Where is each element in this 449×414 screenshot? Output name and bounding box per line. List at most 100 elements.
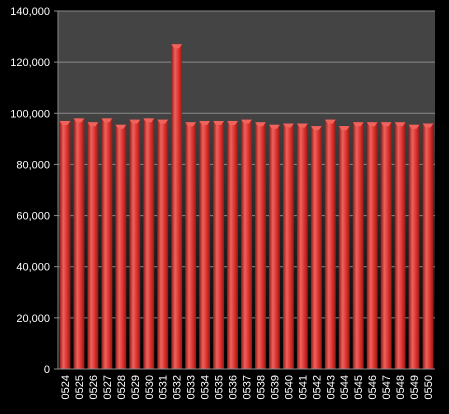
bar-0530 bbox=[143, 118, 155, 370]
bar-0532 bbox=[171, 44, 183, 369]
bar-cap bbox=[310, 126, 322, 131]
bar-cap bbox=[143, 118, 155, 123]
x-tick-label: 0527 bbox=[102, 375, 114, 399]
bar-cap bbox=[352, 122, 364, 127]
bar-body bbox=[352, 122, 364, 369]
bar-body bbox=[143, 118, 155, 370]
x-tick-label: 0538 bbox=[255, 375, 267, 399]
bar-body bbox=[157, 119, 169, 369]
bar-body bbox=[338, 126, 350, 369]
bar-body bbox=[73, 118, 85, 370]
bar-cap bbox=[73, 118, 85, 123]
bar-0527 bbox=[101, 118, 113, 370]
bar-body bbox=[241, 119, 252, 369]
bar-body bbox=[255, 122, 266, 369]
bar-0535 bbox=[213, 120, 225, 369]
bar-body bbox=[199, 120, 211, 369]
bar-cap bbox=[296, 123, 308, 128]
x-tick-label: 0549 bbox=[409, 375, 421, 399]
bar-0525 bbox=[73, 118, 85, 370]
x-tick-label: 0540 bbox=[283, 375, 295, 399]
x-tick-label: 0537 bbox=[242, 375, 254, 399]
x-tick-label: 0534 bbox=[200, 375, 212, 399]
x-tick-label: 0539 bbox=[269, 375, 281, 399]
bar-body bbox=[282, 123, 294, 369]
bar-0531 bbox=[157, 119, 169, 369]
y-axis-tick-labels: 0 20,000 40,000 60,000 80,000 100,000 120,000 1… bbox=[10, 6, 50, 376]
bar-body bbox=[101, 118, 113, 370]
bar-0546 bbox=[366, 122, 378, 369]
x-tick-label: 0528 bbox=[116, 375, 128, 399]
bar-0534 bbox=[199, 120, 211, 369]
x-tick-label: 0531 bbox=[158, 375, 170, 399]
bar-cap bbox=[255, 122, 266, 127]
bar-0533 bbox=[185, 122, 197, 369]
bar-cap bbox=[408, 124, 420, 129]
x-tick-label: 0524 bbox=[60, 375, 72, 399]
bar-body bbox=[408, 124, 420, 370]
x-axis-tick-labels: 0524 0525 0526 0527 0528 0529 0530 0531 0532 0533… bbox=[60, 375, 435, 399]
x-tick-label: 0542 bbox=[311, 375, 323, 399]
bar-cap bbox=[380, 122, 392, 127]
bar-body bbox=[129, 119, 141, 369]
bar-0524 bbox=[59, 120, 71, 369]
bar-cap bbox=[394, 122, 406, 127]
bar-0528 bbox=[115, 124, 127, 370]
x-tick-label: 0529 bbox=[130, 375, 142, 399]
bar-0540 bbox=[282, 123, 294, 369]
x-tick-label: 0532 bbox=[172, 375, 184, 399]
y-tick-label: 20,000 bbox=[16, 313, 50, 325]
x-tick-label: 0547 bbox=[381, 375, 393, 399]
bar-body bbox=[310, 126, 322, 369]
x-tick-label: 0543 bbox=[325, 375, 337, 399]
bar-cap bbox=[241, 119, 252, 124]
bar-body bbox=[227, 120, 238, 369]
bar-0547 bbox=[380, 122, 392, 369]
bar-cap bbox=[129, 119, 141, 124]
x-tick-label: 0541 bbox=[297, 375, 309, 399]
bar-0543 bbox=[324, 119, 336, 369]
bar-cap bbox=[199, 120, 211, 125]
bar-body bbox=[59, 120, 71, 369]
bar-0550 bbox=[422, 123, 434, 369]
y-tick-label: 80,000 bbox=[16, 159, 50, 171]
y-tick-label: 120,000 bbox=[10, 57, 50, 69]
bar-cap bbox=[268, 124, 280, 129]
x-tick-label: 0526 bbox=[88, 375, 100, 399]
bars bbox=[59, 44, 434, 370]
bar-body bbox=[185, 122, 197, 369]
x-tick-label: 0545 bbox=[353, 375, 365, 399]
x-tick-label: 0544 bbox=[339, 375, 351, 399]
bar-0541 bbox=[296, 123, 308, 369]
bar-body bbox=[366, 122, 378, 369]
bar-0549 bbox=[408, 124, 420, 370]
bar-0529 bbox=[129, 119, 141, 369]
x-tick-label: 0533 bbox=[186, 375, 198, 399]
bar-cap bbox=[157, 119, 169, 124]
axes bbox=[57, 11, 435, 370]
bar-body bbox=[115, 124, 127, 370]
bar-cap bbox=[338, 126, 350, 131]
bar-body bbox=[296, 123, 308, 369]
x-tick-label: 0530 bbox=[144, 375, 156, 399]
bar-cap bbox=[213, 120, 225, 125]
bar-0542 bbox=[310, 126, 322, 369]
bar-cap bbox=[227, 120, 238, 125]
bar-0537 bbox=[241, 119, 252, 369]
bar-cap bbox=[422, 123, 434, 128]
x-tick-label: 0548 bbox=[395, 375, 407, 399]
bar-0548 bbox=[394, 122, 406, 369]
y-tick-label: 60,000 bbox=[16, 211, 50, 223]
y-tick-label: 0 bbox=[44, 364, 50, 376]
bar-cap bbox=[282, 123, 294, 128]
bar-cap bbox=[185, 122, 197, 127]
y-tick-label: 140,000 bbox=[10, 6, 50, 18]
bar-cap bbox=[115, 124, 127, 129]
y-tick-label: 40,000 bbox=[16, 262, 50, 274]
bar-cap bbox=[171, 44, 183, 49]
bar-body bbox=[394, 122, 406, 369]
x-tick-label: 0546 bbox=[367, 375, 379, 399]
bar-body bbox=[268, 124, 280, 370]
